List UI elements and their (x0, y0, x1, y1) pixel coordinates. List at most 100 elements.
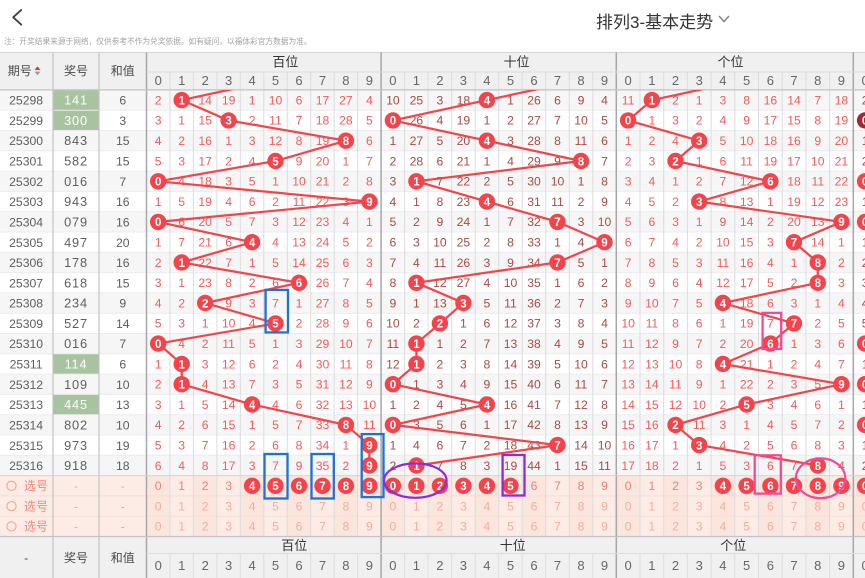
svg-text:6: 6 (484, 317, 491, 331)
svg-text:8: 8 (578, 499, 585, 513)
svg-text:9: 9 (507, 256, 514, 270)
svg-text:6: 6 (767, 459, 774, 473)
svg-text:5: 5 (743, 520, 750, 534)
svg-text:9: 9 (296, 154, 303, 168)
svg-text:5: 5 (507, 558, 514, 573)
svg-text:1: 1 (178, 380, 185, 392)
svg-text:8: 8 (390, 276, 397, 290)
svg-text:8: 8 (202, 459, 209, 473)
svg-text:527: 527 (64, 316, 88, 331)
svg-text:5: 5 (554, 357, 561, 371)
svg-text:15: 15 (787, 114, 801, 128)
svg-text:3: 3 (178, 317, 185, 331)
svg-text:3: 3 (649, 154, 656, 168)
svg-text:2: 2 (696, 175, 703, 189)
svg-text:9: 9 (366, 558, 373, 573)
svg-text:8: 8 (696, 357, 703, 371)
svg-text:5: 5 (767, 276, 774, 290)
svg-text:5: 5 (862, 317, 865, 331)
svg-text:20: 20 (787, 215, 801, 229)
svg-text:1: 1 (767, 195, 774, 209)
svg-text:9: 9 (838, 558, 845, 573)
svg-text:1: 1 (484, 215, 491, 229)
svg-text:0: 0 (155, 177, 161, 189)
svg-text:9: 9 (625, 296, 632, 310)
svg-text:016: 016 (64, 336, 88, 351)
svg-text:5: 5 (625, 215, 632, 229)
svg-text:7: 7 (119, 337, 126, 351)
svg-text:10: 10 (116, 419, 130, 433)
svg-text:10: 10 (363, 398, 377, 412)
svg-text:3: 3 (696, 136, 702, 148)
svg-text:9: 9 (696, 378, 703, 392)
svg-text:3: 3 (225, 499, 232, 513)
svg-text:16: 16 (787, 134, 801, 148)
svg-text:4: 4 (249, 238, 256, 250)
svg-text:4: 4 (272, 398, 279, 412)
svg-text:4: 4 (460, 378, 467, 392)
svg-text:24: 24 (457, 215, 471, 229)
svg-text:7: 7 (249, 378, 256, 392)
svg-text:26: 26 (457, 256, 471, 270)
svg-text:-: - (121, 499, 125, 513)
svg-text:5: 5 (272, 558, 279, 573)
svg-text:0: 0 (390, 380, 396, 392)
svg-text:2: 2 (343, 175, 350, 189)
svg-text:8: 8 (577, 558, 584, 573)
svg-text:6: 6 (531, 479, 538, 493)
svg-text:10: 10 (116, 378, 130, 392)
svg-text:1: 1 (343, 154, 350, 168)
svg-text:27: 27 (457, 276, 471, 290)
svg-text:18: 18 (764, 134, 778, 148)
svg-text:7: 7 (791, 319, 797, 331)
svg-text:28: 28 (410, 154, 424, 168)
svg-text:4: 4 (272, 236, 279, 250)
svg-text:1: 1 (249, 93, 256, 107)
svg-text:10: 10 (645, 296, 659, 310)
svg-text:8: 8 (343, 136, 350, 148)
svg-text:11: 11 (340, 357, 353, 371)
svg-text:选号: 选号 (24, 499, 48, 513)
svg-text:选号: 选号 (24, 479, 48, 493)
svg-text:25: 25 (316, 256, 330, 270)
svg-text:33: 33 (527, 236, 541, 250)
svg-text:1: 1 (578, 175, 585, 189)
svg-text:9: 9 (366, 520, 373, 534)
svg-text:0: 0 (625, 499, 632, 513)
svg-text:16: 16 (222, 438, 236, 452)
svg-text:期号: 期号 (8, 64, 32, 78)
svg-text:3: 3 (202, 357, 209, 371)
svg-text:8: 8 (343, 520, 350, 534)
svg-text:2: 2 (672, 499, 679, 513)
svg-text:9: 9 (366, 378, 373, 392)
svg-text:1: 1 (554, 276, 561, 290)
svg-text:28: 28 (316, 317, 330, 331)
svg-text:3: 3 (225, 558, 232, 573)
svg-text:7: 7 (225, 256, 232, 270)
svg-text:30: 30 (316, 357, 330, 371)
svg-text:3: 3 (460, 357, 467, 371)
svg-text:4: 4 (178, 175, 185, 189)
svg-text:843: 843 (64, 133, 88, 148)
svg-text:9: 9 (343, 317, 350, 331)
svg-text:7: 7 (554, 520, 561, 534)
svg-text:2: 2 (155, 93, 162, 107)
svg-text:1: 1 (484, 114, 491, 128)
svg-text:0: 0 (862, 339, 865, 351)
svg-text:6: 6 (530, 558, 537, 573)
svg-text:4: 4 (202, 378, 209, 392)
svg-text:5: 5 (696, 296, 703, 310)
svg-text:1: 1 (178, 499, 185, 513)
svg-text:6: 6 (649, 215, 656, 229)
svg-text:2: 2 (390, 459, 397, 473)
svg-text:1: 1 (696, 459, 703, 473)
svg-text:7: 7 (790, 558, 797, 573)
svg-text:8: 8 (814, 114, 821, 128)
svg-text:17: 17 (316, 93, 330, 107)
svg-text:3: 3 (249, 134, 256, 148)
svg-text:1: 1 (672, 175, 679, 189)
svg-text:7: 7 (366, 154, 373, 168)
svg-text:8: 8 (814, 73, 821, 88)
svg-text:3: 3 (225, 479, 232, 493)
svg-text:11: 11 (646, 317, 659, 331)
